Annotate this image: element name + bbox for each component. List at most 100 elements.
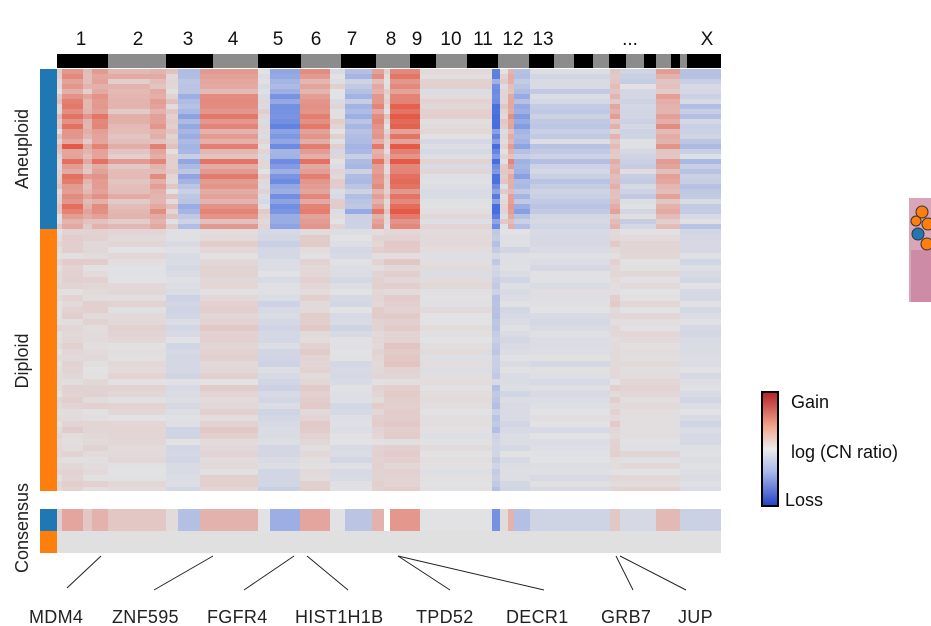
heatmap-cell bbox=[492, 433, 500, 439]
heatmap-cell bbox=[500, 149, 508, 154]
heatmap-cell bbox=[108, 204, 150, 209]
heatmap-cell bbox=[258, 229, 300, 235]
heatmap-cell bbox=[420, 179, 492, 184]
consensus-aneuploid-cell bbox=[200, 509, 258, 531]
heatmap-cell bbox=[620, 199, 656, 204]
heatmap-cell bbox=[610, 379, 620, 385]
heatmap-cell bbox=[420, 169, 492, 174]
heatmap-cell bbox=[166, 199, 178, 204]
heatmap-cell bbox=[108, 89, 150, 94]
heatmap-cell bbox=[390, 164, 420, 169]
heatmap-cell bbox=[300, 204, 330, 209]
heatmap-cell bbox=[390, 174, 420, 179]
heatmap-cell bbox=[57, 271, 62, 277]
heatmap-cell bbox=[108, 463, 166, 469]
heatmap-cell bbox=[345, 184, 372, 189]
heatmap-cell bbox=[530, 277, 610, 283]
chrom-band-14 bbox=[554, 54, 574, 68]
heatmap-cell bbox=[492, 219, 500, 224]
heatmap-cell bbox=[620, 129, 656, 134]
heatmap-cell bbox=[620, 475, 680, 481]
heatmap-cell bbox=[83, 367, 108, 373]
chrom-label-6: 6 bbox=[311, 29, 322, 50]
heatmap-cell bbox=[166, 114, 178, 119]
heatmap-cell bbox=[200, 134, 258, 139]
heatmap-cell bbox=[150, 169, 166, 174]
heatmap-cell bbox=[300, 174, 330, 179]
heatmap-cell bbox=[384, 403, 420, 409]
heatmap-cell bbox=[57, 331, 62, 337]
heatmap-cell bbox=[57, 199, 62, 204]
heatmap-cell bbox=[300, 409, 330, 415]
heatmap-cell bbox=[372, 253, 384, 259]
heatmap-cell bbox=[270, 164, 300, 169]
heatmap-cell bbox=[500, 403, 530, 409]
heatmap-cell bbox=[514, 199, 530, 204]
heatmap-cell bbox=[330, 104, 345, 109]
heatmap-cell bbox=[300, 337, 330, 343]
heatmap-cell bbox=[330, 174, 345, 179]
heatmap-cell bbox=[384, 79, 390, 84]
heatmap-cell bbox=[680, 475, 721, 481]
heatmap-cell bbox=[384, 307, 420, 313]
heatmap-cell bbox=[492, 144, 500, 149]
heatmap-cell bbox=[492, 409, 500, 415]
diploid-label: Diploid bbox=[12, 333, 32, 388]
heatmap-cell bbox=[83, 319, 108, 325]
heatmap-cell bbox=[258, 114, 270, 119]
heatmap-cell bbox=[610, 301, 620, 307]
heatmap-cell bbox=[62, 373, 83, 379]
heatmap-cell bbox=[620, 159, 656, 164]
heatmap-cell bbox=[258, 194, 270, 199]
heatmap-cell bbox=[372, 189, 384, 194]
heatmap-cell bbox=[500, 134, 508, 139]
heatmap-cell bbox=[620, 427, 680, 433]
heatmap-cell bbox=[680, 253, 721, 259]
heatmap-cell bbox=[530, 99, 610, 104]
heatmap-cell bbox=[83, 295, 108, 301]
heatmap-cell bbox=[384, 277, 420, 283]
heatmap-cell bbox=[345, 174, 372, 179]
heatmap-cell bbox=[345, 69, 372, 74]
heatmap-cell bbox=[500, 99, 508, 104]
heatmap-cell bbox=[330, 109, 345, 114]
heatmap-cell bbox=[62, 209, 83, 214]
heatmap-cell bbox=[62, 397, 83, 403]
heatmap-cell bbox=[108, 194, 150, 199]
heatmap-cell bbox=[610, 325, 620, 331]
heatmap-cell bbox=[330, 409, 372, 415]
aneuploid-heatmap bbox=[57, 69, 721, 229]
chrom-band-17 bbox=[609, 54, 626, 68]
heatmap-cell bbox=[620, 235, 680, 241]
heatmap-cell bbox=[610, 199, 620, 204]
heatmap-cell bbox=[620, 343, 680, 349]
heatmap-cell bbox=[372, 129, 384, 134]
heatmap-cell bbox=[108, 433, 166, 439]
heatmap-cell bbox=[420, 134, 492, 139]
heatmap-cell bbox=[420, 247, 492, 253]
heatmap-cell bbox=[108, 94, 150, 99]
callout-line-hist1h1b bbox=[306, 555, 349, 591]
heatmap-cell bbox=[530, 409, 610, 415]
heatmap-cell bbox=[620, 349, 680, 355]
heatmap-cell bbox=[258, 343, 300, 349]
heatmap-cell bbox=[200, 174, 258, 179]
heatmap-cell bbox=[166, 475, 200, 481]
heatmap-cell bbox=[300, 391, 330, 397]
heatmap-cell bbox=[300, 184, 330, 189]
heatmap-cell bbox=[530, 164, 610, 169]
heatmap-cell bbox=[92, 194, 108, 199]
heatmap-cell bbox=[258, 355, 300, 361]
heatmap-cell bbox=[166, 99, 178, 104]
heatmap-cell bbox=[610, 337, 620, 343]
heatmap-cell bbox=[92, 159, 108, 164]
heatmap-cell bbox=[610, 79, 620, 84]
heatmap-cell bbox=[610, 469, 620, 475]
consensus-aneuploid-cell bbox=[345, 509, 372, 531]
heatmap-cell bbox=[656, 119, 680, 124]
heatmap-cell bbox=[384, 367, 420, 373]
heatmap-cell bbox=[500, 343, 530, 349]
heatmap-cell bbox=[420, 139, 492, 144]
heatmap-cell bbox=[270, 169, 300, 174]
heatmap-cell bbox=[150, 224, 166, 229]
